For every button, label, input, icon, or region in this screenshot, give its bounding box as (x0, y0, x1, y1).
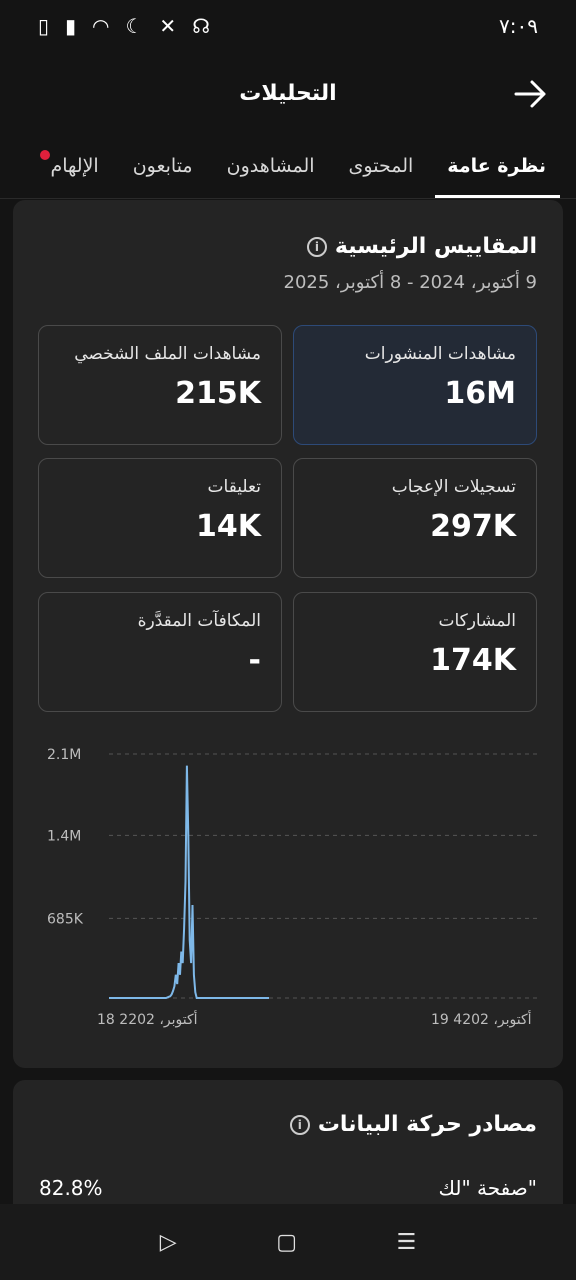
tab-overview[interactable]: نظرة عامة (435, 134, 560, 198)
page-title: التحليلات (239, 80, 337, 106)
traffic-row: 82.8% صفحة "لك" (39, 1176, 537, 1200)
metric-value: - (248, 643, 261, 678)
metric-label: تسجيلات الإعجاب (391, 477, 516, 497)
metric-label: تعليقات (207, 477, 261, 497)
metric-likes[interactable]: تسجيلات الإعجاب 297K (293, 458, 537, 578)
status-bar: ▯ ▮ ◠ ☾ ✕ ☊ ٧:٠٩ (0, 0, 576, 52)
metric-value: 215K (175, 376, 261, 411)
metric-value: 14K (196, 509, 261, 544)
metric-value: 16M (444, 376, 516, 411)
traffic-sources-title-text: مصادر حركة البيانات (317, 1112, 537, 1137)
y-tick-label: 685K (47, 911, 84, 927)
metric-label: المشاركات (438, 611, 516, 631)
metric-rewards[interactable]: المكافآت المقدَّرة - (38, 592, 282, 712)
y-tick-label: 1.4M (47, 828, 81, 844)
key-metrics-card: المقاييس الرئيسية i 9 أكتوبر، 2024 - 8 أ… (13, 200, 563, 1068)
metric-post-views[interactable]: مشاهدات المنشورات 16M (293, 325, 537, 445)
signal-icon: ▮ (65, 14, 77, 38)
home-icon[interactable]: ▢ (276, 1229, 297, 1255)
tab-label: متابعون (132, 155, 193, 177)
tab-inspiration[interactable]: الإلهام (40, 134, 99, 198)
traffic-sources-title: مصادر حركة البيانات i (289, 1112, 537, 1137)
notification-dot (40, 150, 51, 160)
play-icon[interactable]: ▷ (159, 1229, 177, 1255)
metric-comments[interactable]: تعليقات 14K (38, 458, 282, 578)
traffic-value: 82.8% (39, 1176, 103, 1200)
tab-followers[interactable]: متابعون (133, 134, 193, 198)
metric-shares[interactable]: المشاركات 174K (293, 592, 537, 712)
date-range: 9 أكتوبر، 2024 - 8 أكتوبر، 2025 (283, 272, 537, 293)
tab-content[interactable]: المحتوى (349, 134, 414, 198)
views-line-chart: 2.1M 1.4M 685K أكتوبر، 2202 18 أكتوبر، 4202 … (47, 747, 539, 1028)
menu-icon[interactable]: ☰ (396, 1229, 417, 1255)
metric-profile-views[interactable]: مشاهدات الملف الشخصي 215K (38, 325, 282, 445)
status-time: ٧:٠٩ (499, 14, 538, 38)
traffic-label: صفحة "لك" (438, 1176, 537, 1200)
key-metrics-title: المقاييس الرئيسية i (306, 234, 537, 259)
system-nav-bar: ▷ ▢ ☰ (0, 1204, 576, 1280)
metric-value: 297K (430, 509, 516, 544)
views-series-line (109, 765, 269, 999)
tab-label: المحتوى (348, 155, 414, 177)
tab-label: نظرة عامة (447, 155, 546, 177)
tab-label: المشاهدون (226, 155, 315, 177)
x-tick-label: أكتوبر، 4202 19 (431, 1010, 532, 1028)
info-icon[interactable]: i (289, 1114, 310, 1135)
tab-viewers[interactable]: المشاهدون (227, 134, 315, 198)
info-icon[interactable]: i (306, 236, 327, 257)
key-metrics-title-text: المقاييس الرئيسية (334, 234, 537, 259)
tab-bar: نظرة عامة المحتوى المشاهدون متابعون الإل… (0, 134, 576, 198)
metric-label: مشاهدات المنشورات (364, 344, 516, 364)
wifi-icon: ◠ (92, 14, 110, 38)
tab-label: الإلهام (50, 155, 99, 177)
status-icons: ▯ ▮ ◠ ☾ ✕ ☊ (38, 14, 210, 38)
x-tick-label: أكتوبر، 2202 18 (97, 1010, 198, 1028)
headset-icon: ☊ (192, 14, 210, 38)
battery-icon: ▯ (38, 14, 50, 38)
moon-icon: ☾ (125, 14, 144, 38)
metric-value: 174K (430, 643, 516, 678)
back-arrow-icon[interactable] (512, 76, 548, 112)
tab-divider (0, 198, 576, 199)
mute-icon: ✕ (159, 14, 177, 38)
metric-label: مشاهدات الملف الشخصي (74, 344, 261, 364)
app-header: التحليلات (0, 60, 576, 126)
metric-label: المكافآت المقدَّرة (137, 611, 261, 631)
y-tick-label: 2.1M (47, 747, 81, 763)
